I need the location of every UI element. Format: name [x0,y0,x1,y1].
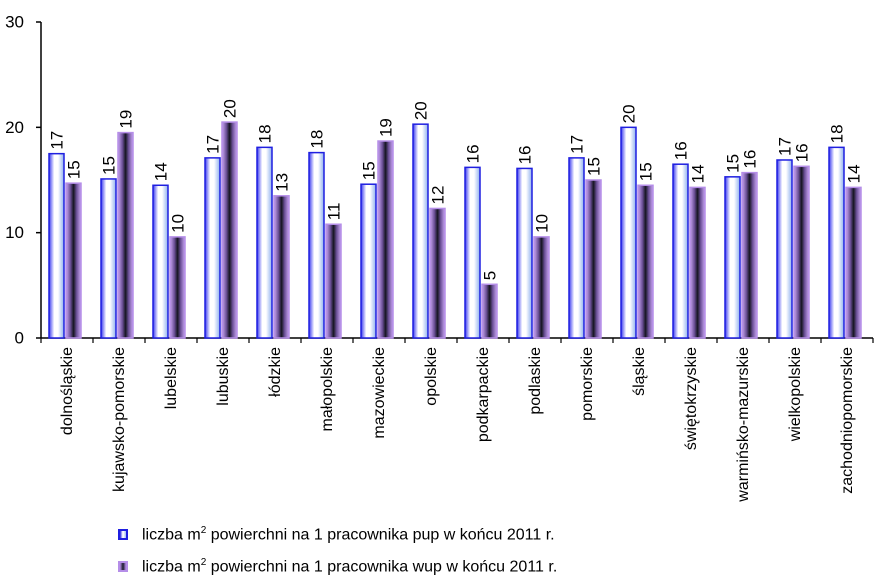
bar-pup [672,163,689,339]
bar-wup [117,131,134,339]
category-label: łódzkie [267,347,284,397]
bar-wup [429,207,446,339]
bar-wup [377,140,394,339]
category-label: lubelskie [163,347,180,409]
data-label-pup: 20 [620,104,639,123]
data-label-pup: 15 [360,161,379,180]
data-label-wup: 12 [429,186,448,205]
bar-pup [48,152,65,339]
category-labels: dolnośląskie kujawsko-pomorskie lubelskie l… [59,347,856,503]
data-label-wup: 14 [689,164,708,183]
bar-wup [845,186,862,339]
bar-wup [585,179,602,339]
data-label-pup: 15 [100,156,119,175]
data-label-wup: 19 [117,110,136,129]
data-label-pup: 17 [48,131,67,150]
data-label-pup: 16 [516,145,535,164]
bars [48,121,862,339]
data-label-wup: 15 [585,157,604,176]
data-label-pup: 18 [256,124,275,143]
data-label-pup: 16 [672,141,691,160]
bar-wup [221,121,238,339]
data-label-pup: 14 [152,162,171,181]
category-label: dolnośląskie [59,347,76,435]
category-label: mazowieckie [371,347,388,439]
bar-wup [533,236,550,339]
category-label: świętokrzyskie [683,347,700,450]
bar-pup [620,126,637,339]
data-label-wup: 10 [169,214,188,233]
data-label-pup: 17 [568,135,587,154]
category-label: kujawsko-pomorskie [111,347,128,492]
bar-pup [100,178,117,339]
data-label-pup: 18 [308,130,327,149]
bar-wup [169,236,186,339]
bar-wup [65,182,82,339]
legend-item-wup: liczba m2 powierchni na 1 pracownika wup… [118,557,557,576]
bar-pup [152,184,169,339]
bar-wup [741,171,758,339]
bar-pup [828,146,845,339]
legend-label-pup: liczba m2 powierchni na 1 pracownika pup… [142,525,555,544]
bar-wup [325,223,342,339]
data-labels: 17 15 15 19 14 10 17 20 18 13 18 11 15 19 20 12 16 5 16 10 1… [48,99,864,280]
bar-pup [204,157,221,339]
category-label: podlaskie [527,347,544,415]
category-label: śląskie [631,347,648,396]
data-label-wup: 16 [793,143,812,162]
bar-wup [273,195,290,339]
data-label-wup: 13 [273,173,292,192]
bar-wup [481,283,498,339]
bar-pup [776,159,793,339]
data-label-wup: 16 [741,150,760,169]
data-label-wup: 14 [845,164,864,183]
bar-wup [689,186,706,339]
bar-pup [308,151,325,339]
y-tick-label: 30 [5,12,24,31]
bar-wup [637,184,654,339]
category-label: lubuskie [215,347,232,406]
legend-swatch-wup [118,561,128,573]
data-label-wup: 20 [221,99,240,118]
category-label: wielkopolskie [787,347,804,442]
y-tick-label: 20 [5,118,24,137]
data-label-wup: 19 [377,118,396,137]
data-label-pup: 20 [412,101,431,120]
data-label-pup: 16 [464,144,483,163]
bar-pup [568,157,585,339]
bar-wup [793,165,810,339]
y-tick-label: 0 [15,328,24,347]
data-label-wup: 5 [481,271,500,280]
category-label: małopolskie [319,347,336,432]
category-label: opolskie [423,347,440,406]
data-label-wup: 10 [533,214,552,233]
y-tick-label: 10 [5,223,24,242]
legend-item-pup: liczba m2 powierchni na 1 pracownika pup… [118,525,555,544]
category-label: pomorskie [579,347,596,421]
data-label-wup: 15 [65,160,84,179]
data-label-wup: 15 [637,162,656,181]
bar-pup [256,146,273,339]
bar-pup [464,166,481,339]
data-label-wup: 11 [325,203,344,221]
data-label-pup: 15 [724,154,743,173]
category-label: warmińsko-mazurskie [735,347,752,503]
category-label: podkarpackie [475,347,492,442]
data-label-pup: 18 [828,124,847,143]
legend-swatch-pup [118,529,128,541]
category-label: zachodniopomorskie [839,347,856,494]
bar-pup [516,167,533,339]
bar-pup [360,183,377,339]
bar-pup [724,176,741,339]
legend-label-wup: liczba m2 powierchni na 1 pracownika wup… [142,557,558,576]
data-label-pup: 17 [776,137,795,156]
bar-pup [412,123,429,339]
data-label-pup: 17 [204,135,223,154]
